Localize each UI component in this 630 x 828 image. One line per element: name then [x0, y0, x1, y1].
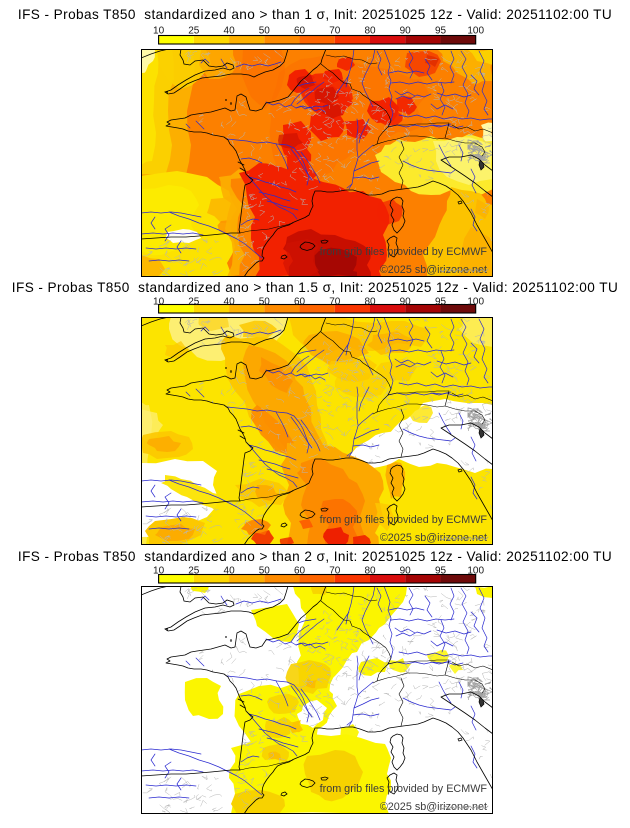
- svg-text:10: 10: [153, 26, 165, 37]
- svg-text:80: 80: [364, 297, 376, 308]
- svg-text:95: 95: [435, 297, 447, 308]
- svg-text:25: 25: [188, 297, 200, 308]
- svg-text:©2025 sb@irizone.net: ©2025 sb@irizone.net: [380, 264, 487, 276]
- svg-text:70: 70: [329, 566, 341, 577]
- svg-text:50: 50: [259, 297, 271, 308]
- svg-text:40: 40: [224, 297, 236, 308]
- svg-text:90: 90: [400, 297, 412, 308]
- svg-text:90: 90: [400, 566, 412, 577]
- svg-text:80: 80: [364, 26, 376, 37]
- svg-text:40: 40: [224, 566, 236, 577]
- svg-text:40: 40: [224, 26, 236, 37]
- svg-text:60: 60: [294, 566, 306, 577]
- svg-text:100: 100: [467, 26, 484, 37]
- svg-text:95: 95: [435, 566, 447, 577]
- svg-text:90: 90: [400, 26, 412, 37]
- svg-text:50: 50: [259, 566, 271, 577]
- svg-text:100: 100: [467, 566, 484, 577]
- svg-text:25: 25: [188, 566, 200, 577]
- svg-text:70: 70: [329, 26, 341, 37]
- svg-text:from grib files provided by EC: from grib files provided by ECMWF: [320, 246, 488, 258]
- svg-text:from grib files provided by EC: from grib files provided by ECMWF: [320, 783, 488, 795]
- svg-text:©2025 sb@irizone.net: ©2025 sb@irizone.net: [380, 532, 487, 544]
- svg-text:©2025 sb@irizone.net: ©2025 sb@irizone.net: [380, 801, 487, 813]
- svg-text:10: 10: [153, 297, 165, 308]
- svg-text:10: 10: [153, 566, 165, 577]
- svg-text:95: 95: [435, 26, 447, 37]
- svg-text:70: 70: [329, 297, 341, 308]
- svg-text:from grib files provided by EC: from grib files provided by ECMWF: [320, 514, 488, 526]
- svg-text:80: 80: [364, 566, 376, 577]
- svg-text:60: 60: [294, 297, 306, 308]
- svg-text:60: 60: [294, 26, 306, 37]
- svg-text:100: 100: [467, 297, 484, 308]
- svg-text:50: 50: [259, 26, 271, 37]
- svg-text:25: 25: [188, 26, 200, 37]
